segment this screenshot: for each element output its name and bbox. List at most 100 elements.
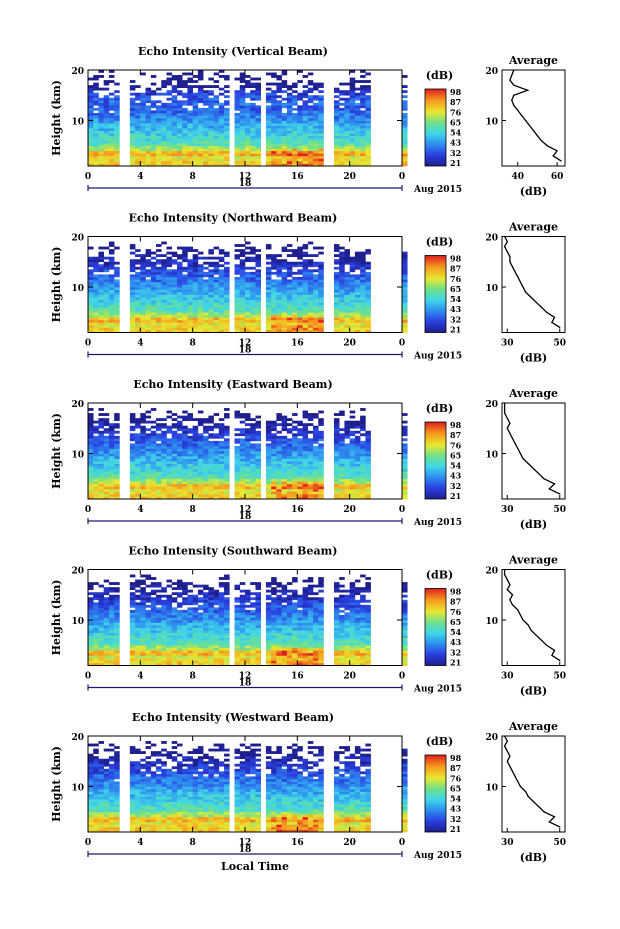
x-tick-label: 12 [239,339,252,349]
heatmap-cell [339,302,345,306]
heatmap-cell [234,244,241,247]
heatmap-cell [103,599,110,603]
heatmap-cell [166,123,173,126]
heatmap-cell [307,299,314,303]
heatmap-cell [245,145,251,149]
heatmap-cell [239,307,246,311]
heatmap-cell [276,443,282,447]
heatmap-cell [354,461,361,464]
heatmap-cell [349,292,356,295]
heatmap-cell [281,72,288,76]
heatmap-cell [203,85,209,88]
heatmap-cell [156,92,162,96]
heatmap-cell [281,264,288,268]
heatmap-cell [297,125,303,129]
heatmap-cell [276,302,282,306]
heatmap-cell [318,135,324,139]
heatmap-cell [250,307,256,311]
heatmap-cell [176,138,183,142]
heatmap-cell [213,493,220,497]
heatmap-cell [98,617,104,621]
heatmap-cell [98,408,104,411]
heatmap-cell [98,254,104,258]
heatmap-cell [187,100,193,104]
heatmap-cell [255,112,261,116]
heatmap-cell [239,322,246,326]
heatmap-cell [333,329,340,333]
heatmap-cell [145,445,152,449]
heatmap-cell [245,322,251,326]
heatmap-cell [402,163,408,167]
heatmap-cell [292,486,298,490]
heatmap-cell [129,468,136,472]
heatmap-cell [114,148,120,152]
profile-point [556,150,558,152]
heatmap-cell [129,312,136,316]
heatmap-cell [281,483,288,487]
heatmap-cell [213,158,220,162]
heatmap-cell [88,138,94,142]
heatmap-cell [265,279,272,283]
heatmap-cell [234,123,241,126]
heatmap-cell [93,645,99,649]
heatmap-cell [150,145,157,149]
heatmap-cell [88,155,94,159]
heatmap-cell [192,297,199,300]
heatmap-cell [156,476,162,480]
heatmap-cell [255,324,261,328]
heatmap-cell [182,425,188,429]
heatmap-cell [318,276,324,280]
heatmap-cell [182,259,188,263]
heatmap-cell [297,246,303,250]
heatmap-cell [176,276,183,280]
heatmap-cell [150,463,157,467]
heatmap-cell [313,415,319,419]
heatmap-cell [135,138,141,142]
heatmap-cell [250,329,256,333]
heatmap-cell [176,115,183,119]
heatmap-cell [245,309,251,313]
heatmap-cell [145,317,152,321]
heatmap-cell [98,466,104,469]
heatmap-cell [140,420,146,424]
x-tick-label: 12 [239,505,252,515]
heatmap-cell [197,420,204,424]
heatmap-cell [103,463,110,467]
heatmap-cell [239,413,246,416]
heatmap-cell [307,486,314,490]
heatmap-cell [292,289,298,293]
heatmap-cell [292,155,298,159]
heatmap-cell [161,456,167,459]
heatmap-cell [245,486,251,490]
heatmap-cell [250,140,256,144]
heatmap-cell [182,284,188,288]
profile-point [506,427,508,429]
profile-point [527,463,529,465]
heatmap-cell [271,110,277,114]
heatmap-cell [297,440,303,444]
heatmap-cell [286,445,293,449]
heatmap-cell [103,456,110,459]
heatmap-cell [88,481,94,485]
heatmap-cell [166,269,173,273]
heatmap-cell [224,324,230,328]
heatmap-cell [349,471,356,475]
heatmap-cell [197,148,204,152]
heatmap-cell [360,461,366,464]
heatmap-cell [161,150,167,154]
heatmap-cell [140,259,146,263]
heatmap-cell [135,478,141,482]
heatmap-cell [108,284,115,288]
heatmap-cell [302,143,309,147]
heatmap-cell [108,463,115,467]
heatmap-cell [271,264,277,268]
heatmap-cell [129,269,136,273]
heatmap-cell [286,143,293,147]
heatmap-cell [354,284,361,288]
heatmap-cell [307,153,314,157]
heatmap-cell [318,100,324,104]
heatmap-cell [93,445,99,449]
heatmap-cell [93,143,99,147]
heatmap-cell [360,145,366,149]
heatmap-cell [360,473,366,477]
